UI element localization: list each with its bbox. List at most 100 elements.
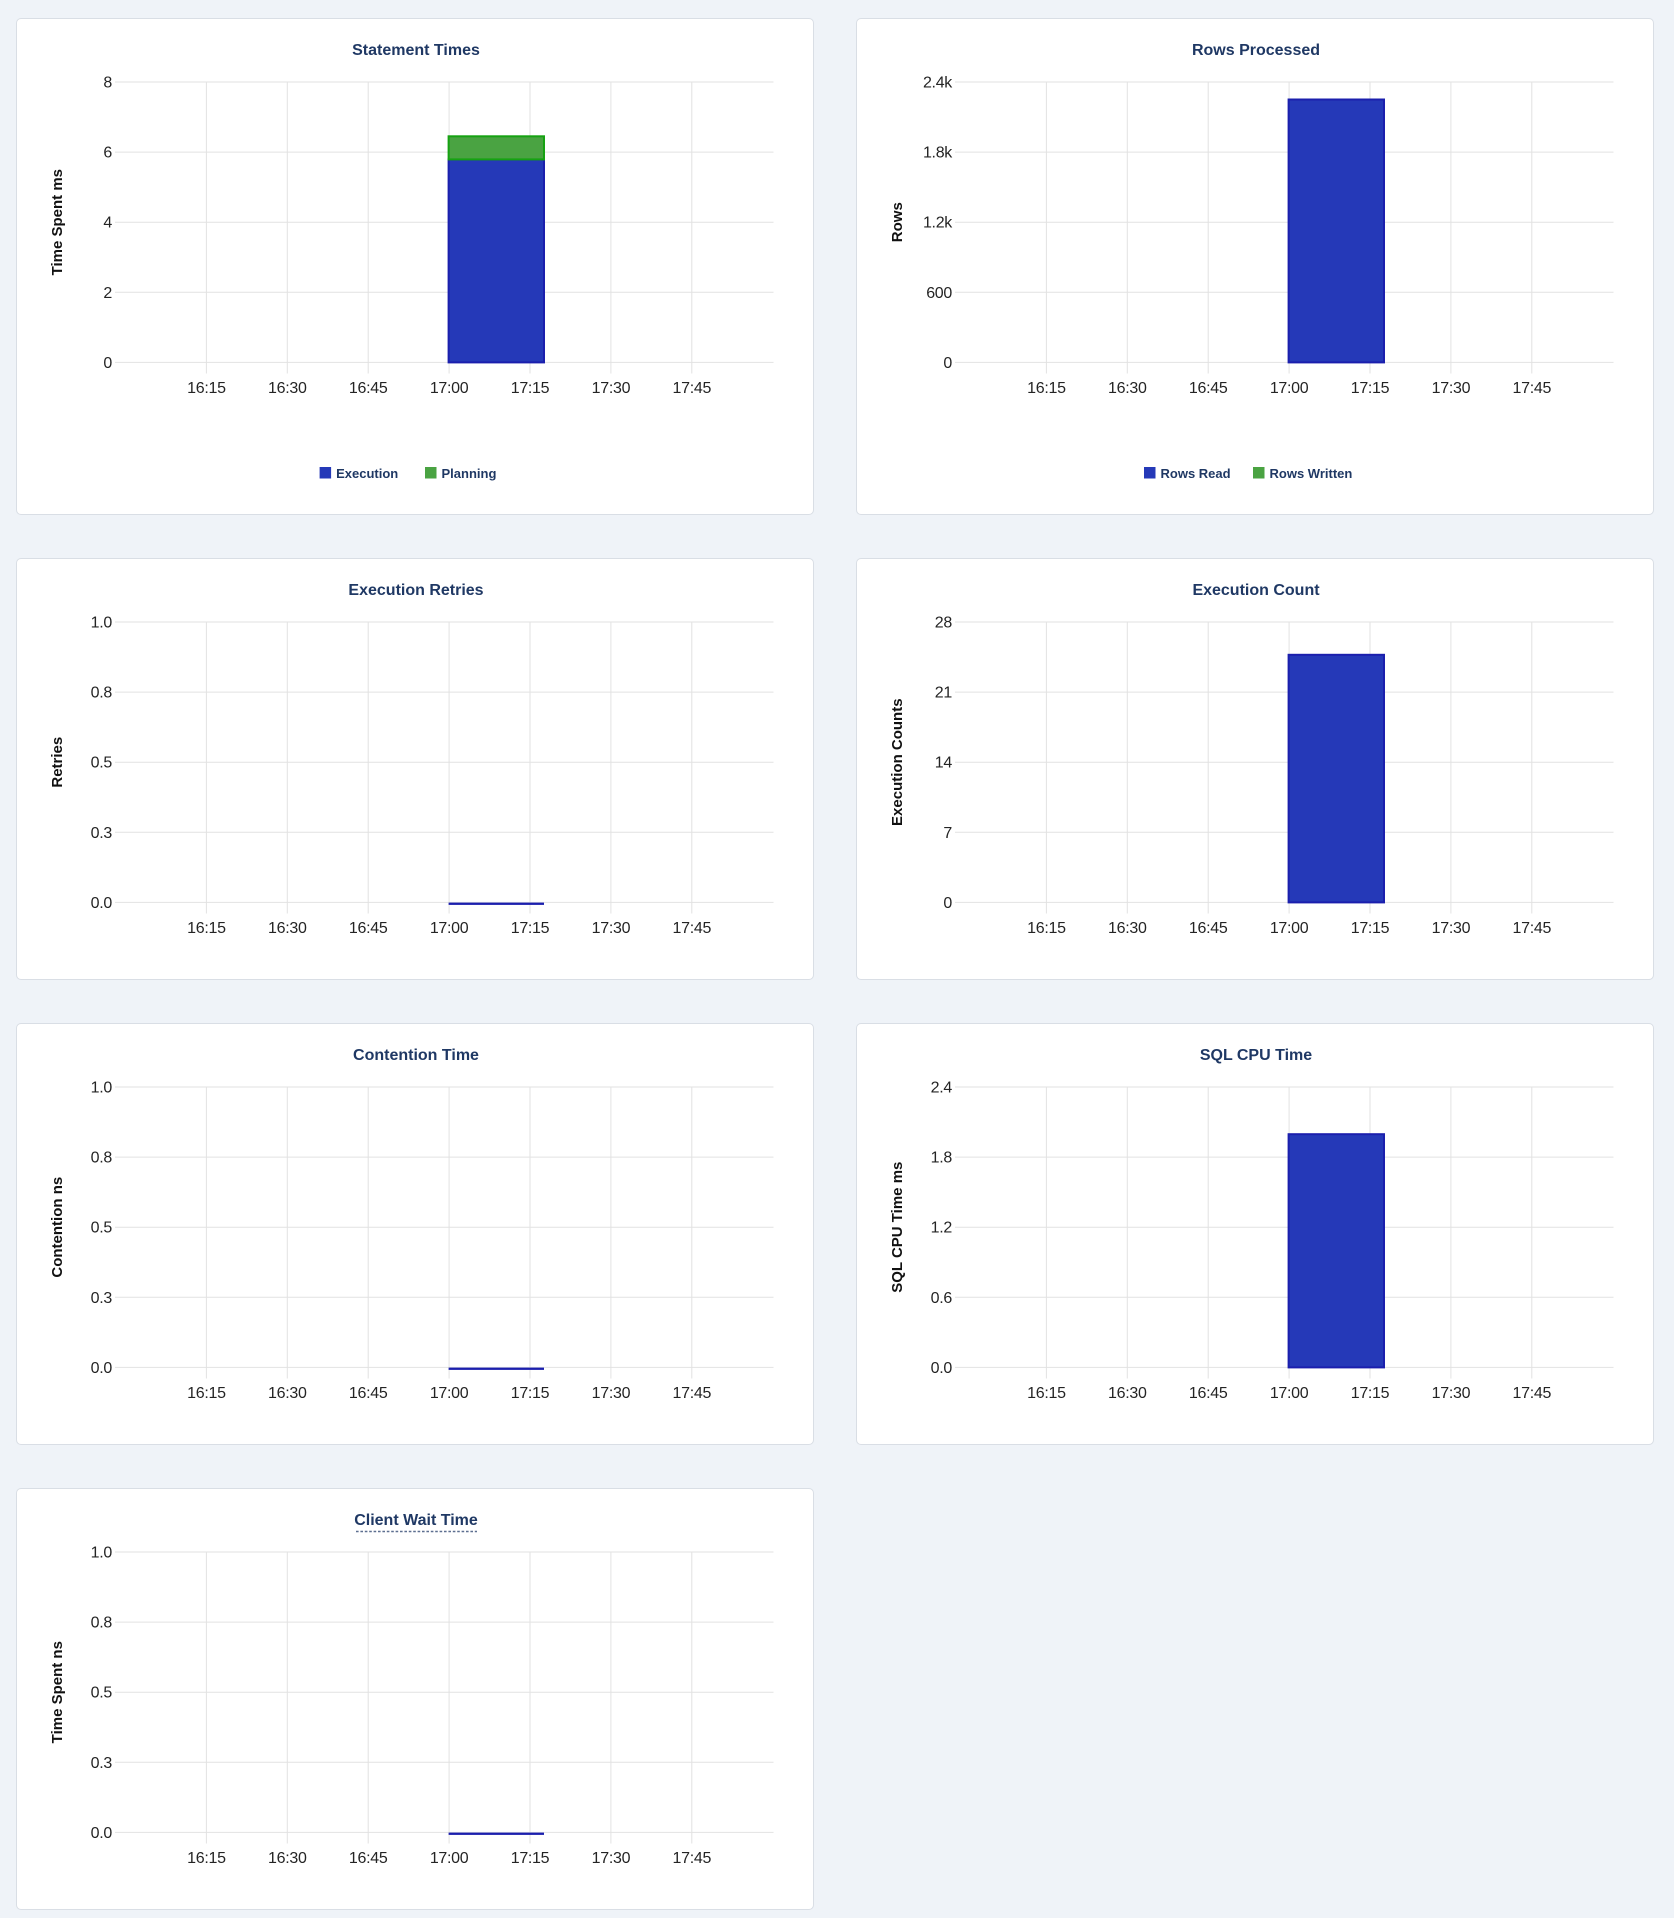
- svg-text:16:45: 16:45: [349, 380, 388, 397]
- svg-text:SQL CPU Time ms: SQL CPU Time ms: [889, 1162, 906, 1293]
- svg-text:17:30: 17:30: [1432, 1385, 1471, 1402]
- svg-text:17:15: 17:15: [511, 1385, 550, 1402]
- svg-text:0.0: 0.0: [931, 1360, 953, 1377]
- svg-text:1.2: 1.2: [931, 1220, 953, 1237]
- svg-text:17:15: 17:15: [511, 1850, 550, 1867]
- svg-text:17:45: 17:45: [673, 380, 712, 397]
- svg-text:17:15: 17:15: [1351, 920, 1390, 937]
- svg-text:17:00: 17:00: [1270, 920, 1309, 937]
- svg-text:17:30: 17:30: [1432, 380, 1471, 397]
- svg-text:6: 6: [103, 145, 112, 162]
- svg-text:Time Spent ns: Time Spent ns: [49, 1641, 66, 1743]
- svg-text:17:30: 17:30: [1432, 920, 1471, 937]
- svg-text:Planning: Planning: [442, 466, 497, 481]
- svg-text:17:45: 17:45: [1513, 1385, 1552, 1402]
- svg-text:0.0: 0.0: [91, 895, 113, 912]
- svg-text:0: 0: [103, 355, 112, 372]
- svg-text:16:30: 16:30: [268, 920, 307, 937]
- svg-text:16:30: 16:30: [1108, 1385, 1147, 1402]
- svg-text:17:00: 17:00: [1270, 380, 1309, 397]
- svg-text:0.3: 0.3: [91, 1290, 113, 1307]
- svg-text:16:45: 16:45: [349, 920, 388, 937]
- svg-text:Execution Retries: Execution Retries: [348, 582, 483, 599]
- svg-text:17:30: 17:30: [592, 920, 631, 937]
- svg-text:2.4: 2.4: [931, 1080, 953, 1097]
- svg-text:17:15: 17:15: [511, 920, 550, 937]
- svg-text:2.4k: 2.4k: [923, 75, 953, 92]
- svg-text:600: 600: [926, 285, 952, 302]
- svg-text:4: 4: [103, 215, 112, 232]
- svg-text:Rows Read: Rows Read: [1161, 466, 1231, 481]
- svg-text:Rows Written: Rows Written: [1270, 466, 1353, 481]
- svg-text:17:45: 17:45: [1513, 380, 1552, 397]
- svg-text:16:45: 16:45: [349, 1385, 388, 1402]
- svg-text:16:15: 16:15: [187, 920, 226, 937]
- svg-text:17:15: 17:15: [1351, 1385, 1390, 1402]
- svg-text:17:00: 17:00: [430, 920, 469, 937]
- svg-text:16:15: 16:15: [187, 1385, 226, 1402]
- svg-text:16:30: 16:30: [268, 1385, 307, 1402]
- svg-text:17:45: 17:45: [673, 1850, 712, 1867]
- svg-text:0.6: 0.6: [931, 1290, 953, 1307]
- svg-text:0.0: 0.0: [91, 1360, 113, 1377]
- svg-text:1.2k: 1.2k: [923, 215, 953, 232]
- svg-text:Time Spent ms: Time Spent ms: [49, 169, 66, 275]
- svg-text:Execution Counts: Execution Counts: [889, 698, 906, 826]
- svg-text:16:15: 16:15: [1027, 1385, 1066, 1402]
- svg-text:17:00: 17:00: [430, 1385, 469, 1402]
- svg-text:0.3: 0.3: [91, 1755, 113, 1772]
- svg-text:16:45: 16:45: [1189, 920, 1228, 937]
- svg-text:17:00: 17:00: [430, 380, 469, 397]
- svg-text:16:15: 16:15: [1027, 920, 1066, 937]
- svg-text:7: 7: [943, 825, 952, 842]
- svg-text:1.0: 1.0: [91, 1080, 113, 1097]
- svg-text:0: 0: [943, 895, 952, 912]
- svg-text:17:30: 17:30: [592, 380, 631, 397]
- svg-text:16:15: 16:15: [1027, 380, 1066, 397]
- svg-text:Rows Processed: Rows Processed: [1192, 42, 1320, 59]
- svg-text:0.0: 0.0: [91, 1825, 113, 1842]
- svg-text:1.8k: 1.8k: [923, 145, 953, 162]
- svg-text:0: 0: [943, 355, 952, 372]
- svg-text:16:30: 16:30: [1108, 920, 1147, 937]
- svg-text:14: 14: [935, 755, 953, 772]
- svg-text:17:15: 17:15: [511, 380, 550, 397]
- svg-text:0.8: 0.8: [91, 1150, 113, 1167]
- svg-text:Execution Count: Execution Count: [1192, 582, 1320, 599]
- svg-text:1.0: 1.0: [91, 615, 113, 632]
- svg-text:21: 21: [935, 685, 953, 702]
- svg-text:0.5: 0.5: [91, 1220, 113, 1237]
- svg-text:17:45: 17:45: [1513, 920, 1552, 937]
- svg-text:Retries: Retries: [49, 737, 66, 788]
- svg-text:0.5: 0.5: [91, 1685, 113, 1702]
- svg-text:16:45: 16:45: [1189, 380, 1228, 397]
- svg-text:0.3: 0.3: [91, 825, 113, 842]
- svg-text:Contention Time: Contention Time: [353, 1047, 479, 1064]
- svg-text:Statement Times: Statement Times: [352, 42, 480, 59]
- svg-text:17:15: 17:15: [1351, 380, 1390, 397]
- svg-text:28: 28: [935, 615, 953, 632]
- svg-text:17:00: 17:00: [430, 1850, 469, 1867]
- svg-text:0.8: 0.8: [91, 1615, 113, 1632]
- svg-text:17:30: 17:30: [592, 1850, 631, 1867]
- svg-text:0.8: 0.8: [91, 685, 113, 702]
- svg-text:SQL CPU Time: SQL CPU Time: [1200, 1047, 1312, 1064]
- svg-text:8: 8: [103, 75, 112, 92]
- svg-text:Contention ns: Contention ns: [49, 1177, 66, 1278]
- svg-text:16:45: 16:45: [349, 1850, 388, 1867]
- svg-text:17:30: 17:30: [592, 1385, 631, 1402]
- svg-text:16:30: 16:30: [268, 1850, 307, 1867]
- svg-text:17:00: 17:00: [1270, 1385, 1309, 1402]
- svg-text:16:30: 16:30: [1108, 380, 1147, 397]
- svg-text:16:15: 16:15: [187, 1850, 226, 1867]
- svg-text:2: 2: [103, 285, 112, 302]
- svg-text:16:30: 16:30: [268, 380, 307, 397]
- svg-text:Rows: Rows: [889, 202, 906, 242]
- svg-text:1.0: 1.0: [91, 1545, 113, 1562]
- svg-text:1.8: 1.8: [931, 1150, 953, 1167]
- svg-text:16:45: 16:45: [1189, 1385, 1228, 1402]
- svg-text:17:45: 17:45: [673, 920, 712, 937]
- svg-text:17:45: 17:45: [673, 1385, 712, 1402]
- svg-text:16:15: 16:15: [187, 380, 226, 397]
- svg-text:0.5: 0.5: [91, 755, 113, 772]
